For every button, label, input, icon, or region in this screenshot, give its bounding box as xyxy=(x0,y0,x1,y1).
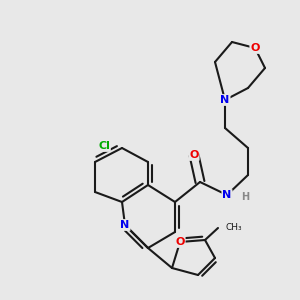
Text: O: O xyxy=(189,150,199,160)
Text: Cl: Cl xyxy=(98,141,110,151)
Text: N: N xyxy=(222,190,232,200)
Text: H: H xyxy=(241,192,249,202)
Text: CH₃: CH₃ xyxy=(226,224,243,232)
Text: N: N xyxy=(220,95,230,105)
Text: N: N xyxy=(120,220,130,230)
Text: O: O xyxy=(250,43,260,53)
Text: O: O xyxy=(175,237,185,247)
